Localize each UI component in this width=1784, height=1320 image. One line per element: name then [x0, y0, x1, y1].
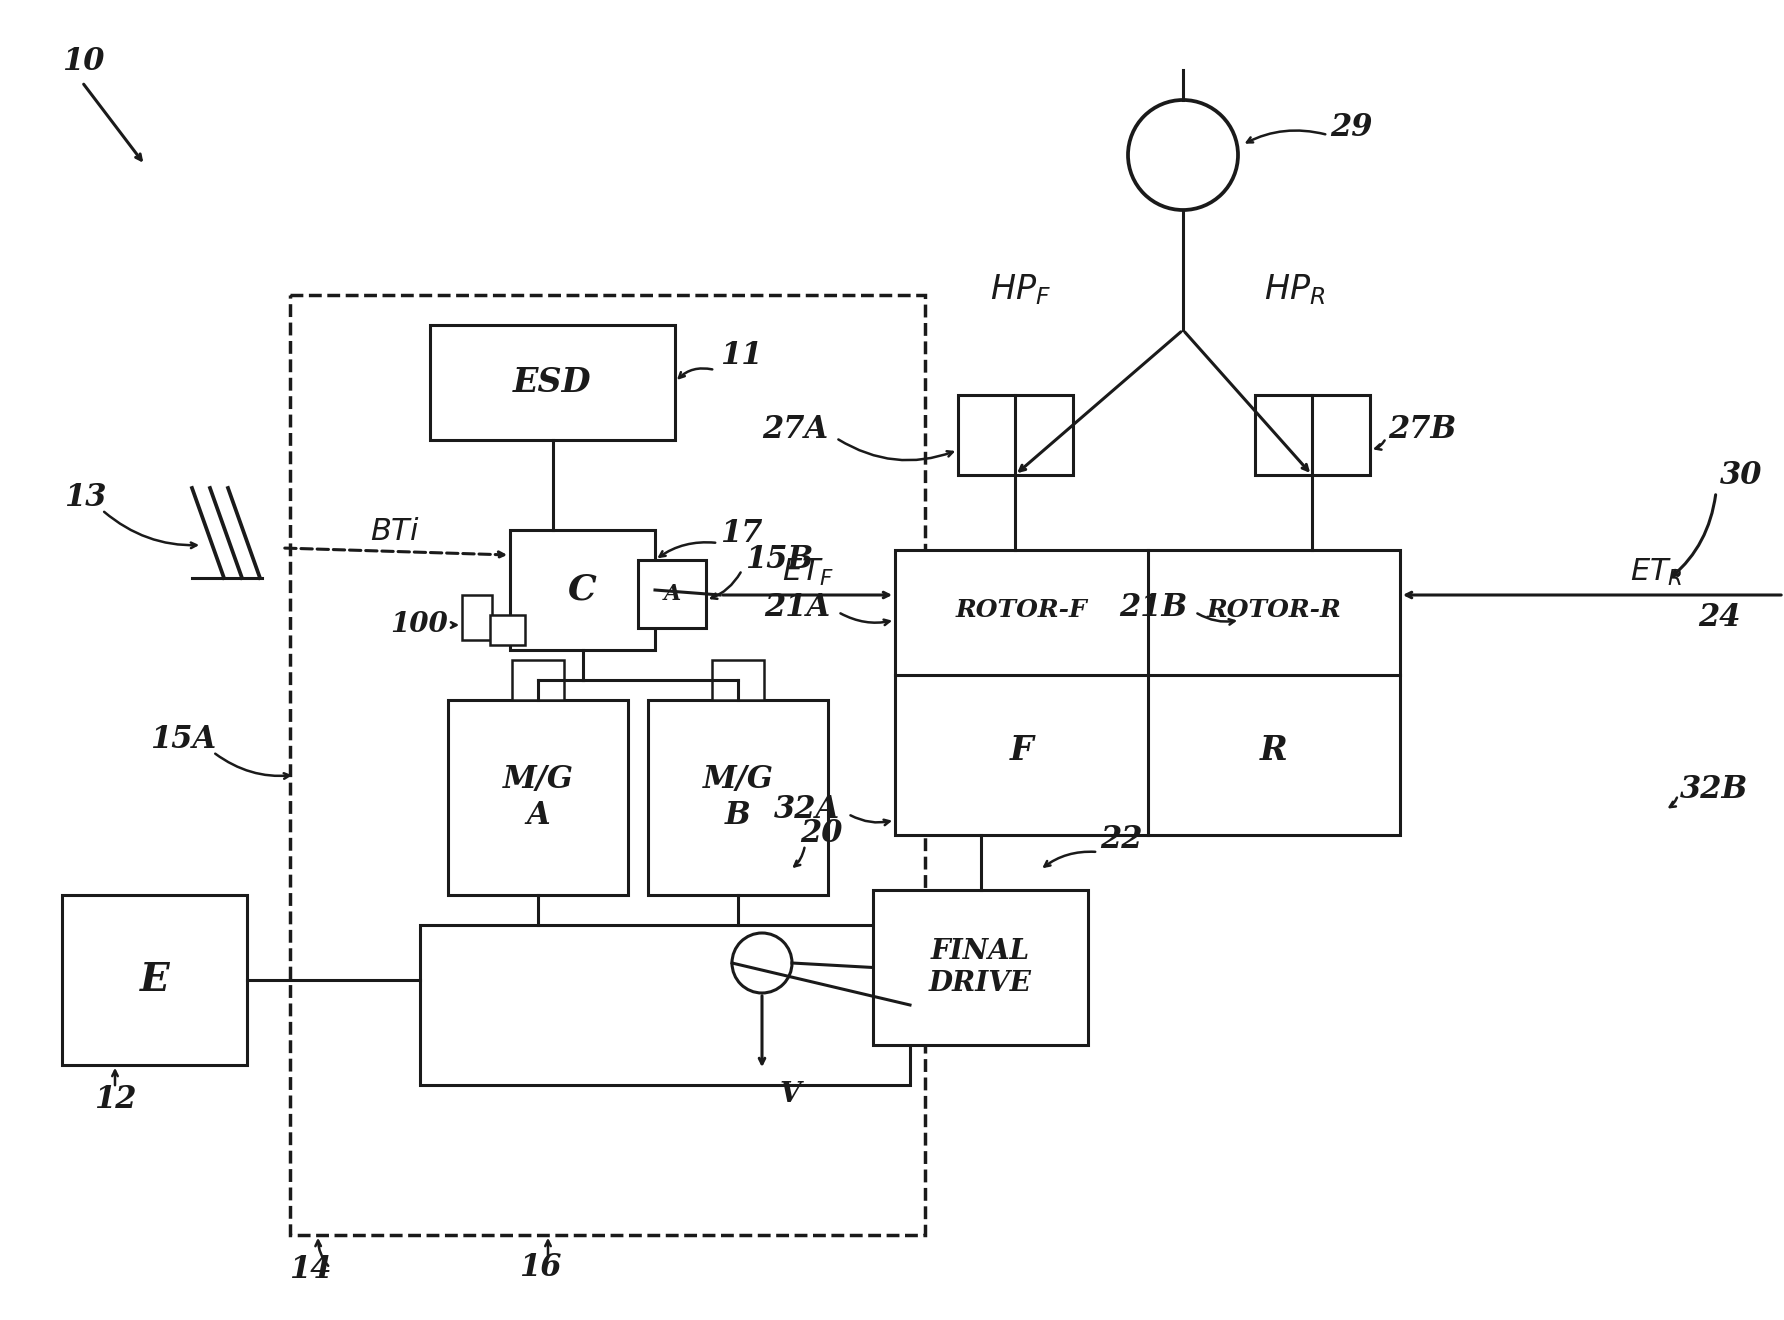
- FancyBboxPatch shape: [648, 700, 828, 895]
- Text: M/G
B: M/G B: [703, 764, 774, 830]
- Text: 12: 12: [95, 1085, 136, 1115]
- Text: C: C: [567, 573, 598, 607]
- FancyBboxPatch shape: [62, 895, 246, 1065]
- Text: 30: 30: [1720, 459, 1763, 491]
- Text: 10: 10: [62, 46, 105, 78]
- Text: F: F: [1010, 734, 1033, 767]
- Text: 13: 13: [64, 482, 107, 512]
- FancyBboxPatch shape: [712, 660, 764, 700]
- Text: ESD: ESD: [514, 366, 592, 399]
- Text: M/G
A: M/G A: [503, 764, 573, 830]
- FancyBboxPatch shape: [896, 550, 1400, 836]
- Text: 100: 100: [391, 611, 448, 639]
- Text: 21B: 21B: [1119, 591, 1186, 623]
- FancyBboxPatch shape: [1254, 395, 1370, 475]
- Text: 14: 14: [289, 1254, 332, 1286]
- Text: 22: 22: [1101, 825, 1142, 855]
- Text: 15B: 15B: [746, 544, 814, 576]
- Text: $HP_F$: $HP_F$: [990, 273, 1051, 308]
- Text: R: R: [1260, 734, 1288, 767]
- FancyBboxPatch shape: [510, 531, 655, 649]
- FancyBboxPatch shape: [462, 595, 492, 640]
- Text: 29: 29: [1331, 112, 1372, 144]
- Text: 17: 17: [721, 517, 762, 549]
- FancyBboxPatch shape: [639, 560, 706, 628]
- Text: $HP_R$: $HP_R$: [1265, 273, 1326, 308]
- Text: 27B: 27B: [1388, 414, 1456, 446]
- Text: FINAL
DRIVE: FINAL DRIVE: [929, 939, 1031, 997]
- Text: 15A: 15A: [150, 725, 216, 755]
- Text: 32B: 32B: [1681, 775, 1748, 805]
- Text: ROTOR-R: ROTOR-R: [1206, 598, 1342, 622]
- Text: $ET_F$: $ET_F$: [781, 557, 835, 587]
- Text: $ET_R$: $ET_R$: [1631, 557, 1682, 587]
- Text: E: E: [139, 961, 169, 999]
- Text: 21A: 21A: [764, 591, 830, 623]
- FancyBboxPatch shape: [512, 660, 564, 700]
- Text: 20: 20: [799, 817, 842, 849]
- FancyBboxPatch shape: [872, 890, 1088, 1045]
- FancyBboxPatch shape: [958, 395, 1072, 475]
- Text: 24: 24: [1698, 602, 1741, 634]
- FancyBboxPatch shape: [419, 925, 910, 1085]
- Text: $BTi$: $BTi$: [369, 516, 419, 548]
- Text: A: A: [664, 583, 681, 605]
- Text: 27A: 27A: [762, 414, 828, 446]
- Text: 32A: 32A: [774, 795, 840, 825]
- Text: 16: 16: [519, 1253, 562, 1283]
- Text: ROTOR-F: ROTOR-F: [956, 598, 1088, 622]
- Text: V: V: [780, 1081, 801, 1109]
- FancyBboxPatch shape: [491, 615, 524, 645]
- FancyBboxPatch shape: [448, 700, 628, 895]
- FancyBboxPatch shape: [430, 325, 674, 440]
- Text: 11: 11: [721, 339, 762, 371]
